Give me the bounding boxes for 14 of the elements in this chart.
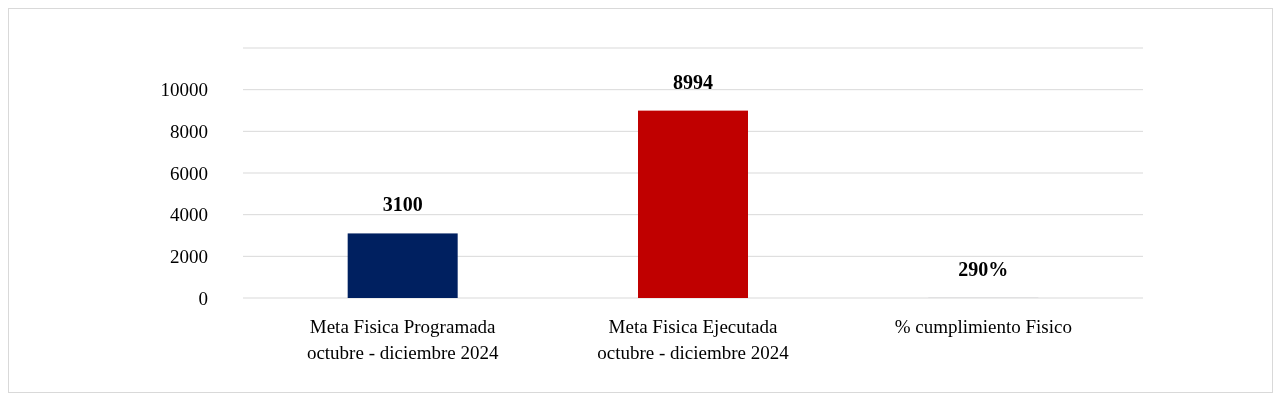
y-tick-label: 4000 bbox=[170, 204, 208, 226]
bar bbox=[638, 110, 748, 298]
data-label: 8994 bbox=[673, 70, 713, 93]
y-tick-label: 6000 bbox=[170, 162, 208, 184]
y-tick-label: 10000 bbox=[160, 79, 208, 101]
x-tick-label: Meta Fisica Ejecutada octubre - diciembre 2024 bbox=[597, 316, 790, 363]
x-tick-label: % cumplimiento Fisico bbox=[894, 316, 1072, 337]
y-tick-label: 0 bbox=[198, 287, 208, 309]
data-label: 3100 bbox=[382, 193, 423, 216]
bar bbox=[347, 233, 458, 298]
y-tick-label: 8000 bbox=[170, 120, 208, 142]
x-tick-label: Meta Fisica Programada octubre - diciembre 2024 bbox=[306, 316, 499, 363]
y-tick-label: 2000 bbox=[170, 245, 208, 267]
data-label: 290% bbox=[958, 257, 1009, 280]
